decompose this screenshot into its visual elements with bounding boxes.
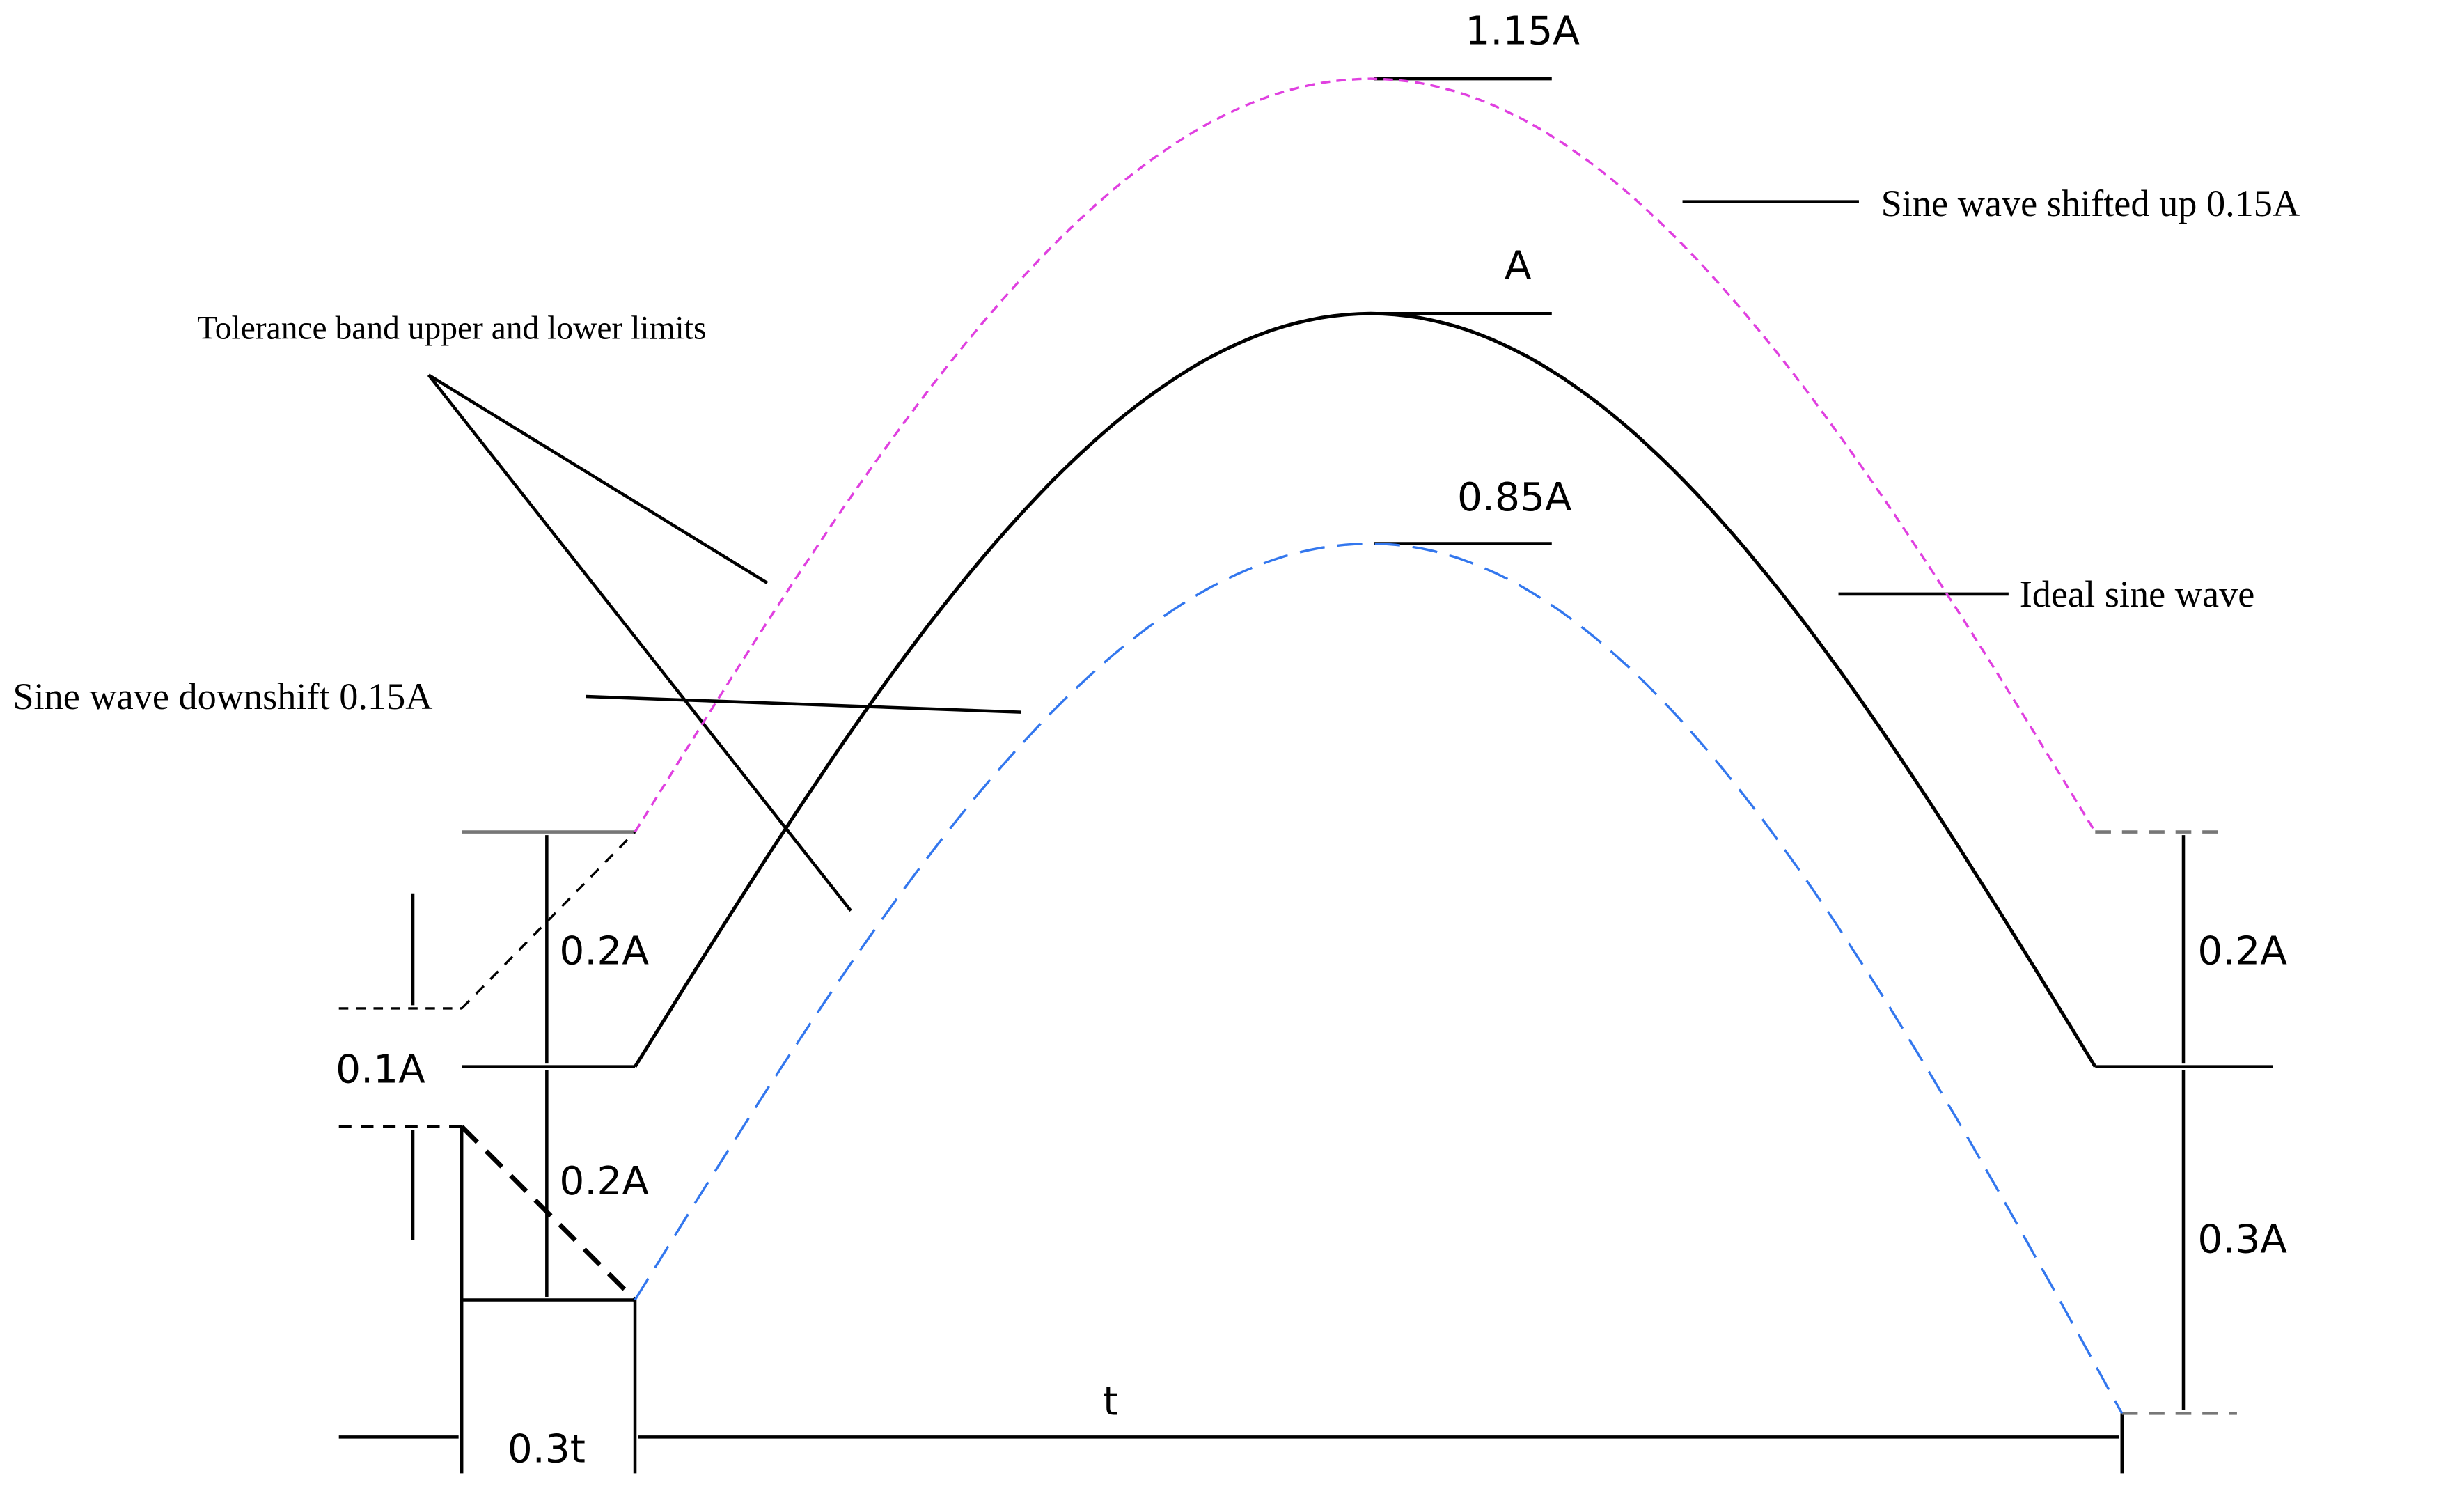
- label: A: [1505, 242, 1532, 288]
- label: Sine wave shifted up 0.15A: [1881, 182, 2300, 224]
- label: 0.2A: [2197, 928, 2287, 974]
- lower-curve: [634, 542, 2124, 1414]
- structure: [338, 77, 2273, 1474]
- label: 0.3t: [508, 1426, 586, 1472]
- label: 1.15A: [1465, 8, 1580, 54]
- label: 0.3A: [2197, 1217, 2287, 1263]
- label: Sine wave downshift 0.15A: [13, 676, 432, 717]
- label: t: [1103, 1379, 1118, 1425]
- label: 0.1A: [336, 1046, 425, 1092]
- label: Tolerance band upper and lower limits: [197, 310, 706, 346]
- ideal-curve: [633, 311, 2097, 1068]
- label: 0.85A: [1457, 474, 1572, 520]
- upper-curve: [634, 77, 2096, 833]
- label: Ideal sine wave: [2020, 573, 2255, 615]
- label: 0.2A: [559, 928, 649, 974]
- label: 0.2A: [559, 1158, 649, 1204]
